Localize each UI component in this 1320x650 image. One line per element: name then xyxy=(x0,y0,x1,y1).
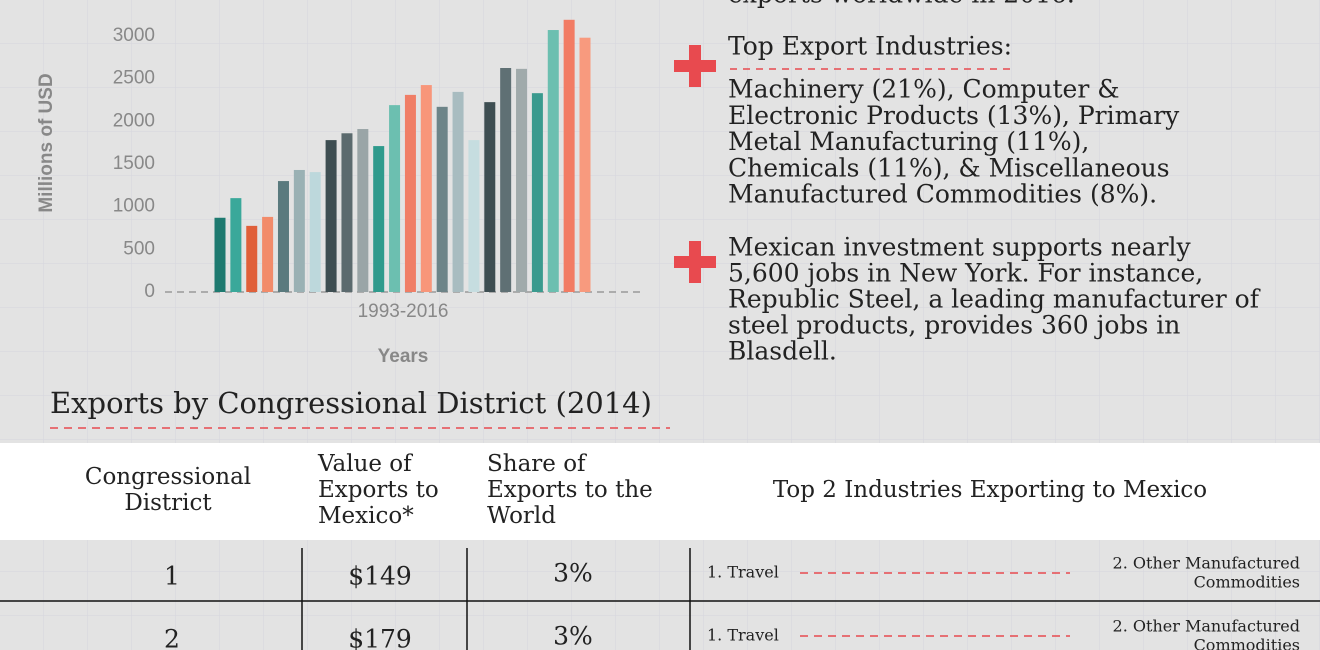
bar xyxy=(452,91,464,292)
bar xyxy=(325,140,337,292)
export-share: 3% xyxy=(553,622,593,650)
bullet-line: Chemicals (11%), & Miscellaneous xyxy=(728,153,1170,182)
bar xyxy=(357,129,369,292)
column-header: World xyxy=(487,503,556,529)
column-header: Top 2 Industries Exporting to Mexico xyxy=(773,477,1207,503)
bullet-line: Metal Manufacturing (11%), xyxy=(728,127,1089,156)
section-title: Exports by Congressional District (2014) xyxy=(50,386,652,420)
bullet-line: Blasdell. xyxy=(728,337,837,366)
bullet-line: Machinery (21%), Computer & xyxy=(728,75,1119,104)
bar xyxy=(500,68,512,292)
bar xyxy=(309,172,321,292)
bar xyxy=(468,140,480,292)
export-share: 3% xyxy=(553,559,593,588)
y-tick-label: 2500 xyxy=(113,68,155,89)
bar xyxy=(516,68,528,292)
bullet-line: Electronic Products (13%), Primary xyxy=(728,101,1180,130)
bullet-line: Mexican investment supports nearly xyxy=(728,233,1191,262)
x-range-label: 1993-2016 xyxy=(358,301,449,322)
industry-1: 1. Travel xyxy=(707,563,779,582)
bullet-line: Republic Steel, a leading manufacturer o… xyxy=(728,285,1261,314)
column-header: District xyxy=(124,490,212,516)
bar xyxy=(404,94,416,292)
industry-2: 2. Other Manufactured xyxy=(1113,617,1300,636)
bar xyxy=(277,181,289,292)
industry-2: Commodities xyxy=(1194,636,1300,650)
plus-icon xyxy=(674,45,716,283)
column-header: Exports to xyxy=(318,477,439,503)
bar xyxy=(563,19,575,292)
bullet-heading: Top Export Industries: xyxy=(728,32,1012,61)
column-header: Share of xyxy=(487,451,587,477)
y-tick-label: 1000 xyxy=(113,196,155,217)
column-header: Exports to the xyxy=(487,477,653,503)
column-header: Mexico* xyxy=(318,503,414,529)
district: 2 xyxy=(164,625,180,650)
column-header: Value of xyxy=(317,451,413,477)
bar xyxy=(293,169,305,292)
bar xyxy=(230,198,242,292)
industry-2: Commodities xyxy=(1194,573,1300,592)
table-header-band xyxy=(0,443,1320,540)
bar xyxy=(341,133,353,292)
district: 1 xyxy=(164,562,180,591)
bar xyxy=(420,85,432,292)
export-value: $179 xyxy=(348,625,412,650)
bar xyxy=(262,216,274,292)
industry-1: 1. Travel xyxy=(707,626,779,645)
export-value: $149 xyxy=(348,562,412,591)
bar xyxy=(373,146,385,292)
y-tick-label: 2000 xyxy=(113,110,155,131)
bar xyxy=(579,37,591,292)
y-tick-label: 3000 xyxy=(113,25,155,46)
x-axis-title: Years xyxy=(378,346,429,367)
bar xyxy=(531,93,543,292)
y-tick-label: 0 xyxy=(144,281,155,302)
bar xyxy=(484,102,496,292)
y-axis-title: Millions of USD xyxy=(36,73,57,212)
y-tick-label: 500 xyxy=(123,238,155,259)
y-tick-label: 1500 xyxy=(113,153,155,174)
bullet-line: 5,600 jobs in New York. For instance, xyxy=(728,259,1203,288)
bar xyxy=(436,106,448,293)
bar xyxy=(246,225,258,292)
bar xyxy=(214,217,226,292)
bar xyxy=(547,30,559,292)
intro-tail: exports worldwide in 2016. xyxy=(728,0,1075,9)
bullet-line: Manufactured Commodities (8%). xyxy=(728,180,1157,209)
column-header: Congressional xyxy=(85,464,251,490)
column-dividers xyxy=(301,548,691,650)
bullet-line: steel products, provides 360 jobs in xyxy=(728,311,1180,340)
industry-2: 2. Other Manufactured xyxy=(1113,554,1300,573)
bar xyxy=(389,105,401,293)
